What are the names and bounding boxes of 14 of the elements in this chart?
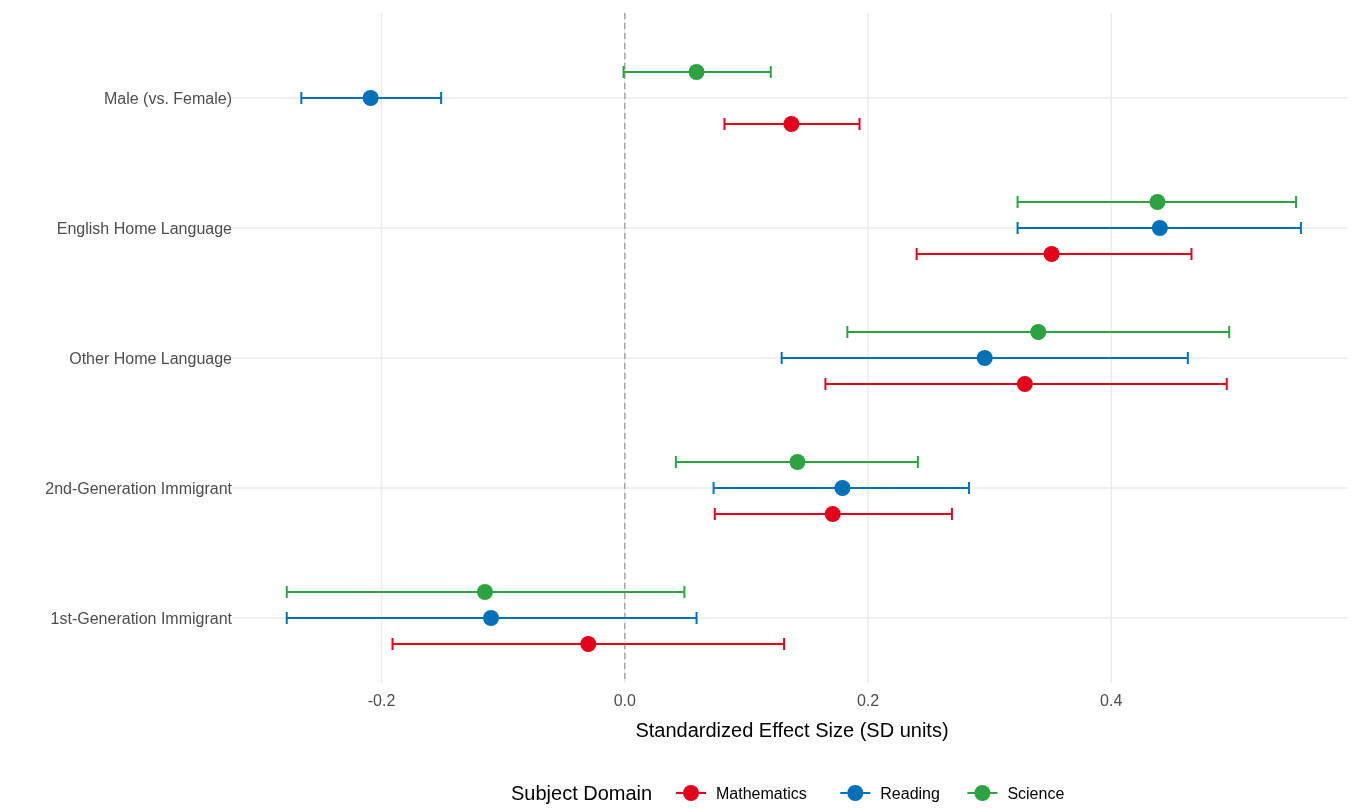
legend-label: Science [1007, 784, 1065, 802]
y-tick-label: 2nd-Generation Immigrant [45, 479, 233, 497]
y-tick-label: Other Home Language [69, 349, 233, 367]
legend-title: Subject Domain [511, 782, 653, 804]
legend-label: Mathematics [716, 784, 807, 802]
y-tick-label: Male (vs. Female) [103, 89, 232, 107]
x-tick-label: 0.0 [613, 692, 637, 709]
legend-label: Reading [880, 784, 940, 802]
x-tick-label: 0.2 [856, 692, 880, 709]
x-tick-label: -0.2 [367, 692, 396, 709]
y-tick-label: 1st-Generation Immigrant [50, 609, 233, 627]
y-tick-label: English Home Language [56, 219, 233, 237]
x-axis-title: Standardized Effect Size (SD units) [635, 719, 949, 741]
x-tick-label: 0.4 [1100, 692, 1123, 709]
